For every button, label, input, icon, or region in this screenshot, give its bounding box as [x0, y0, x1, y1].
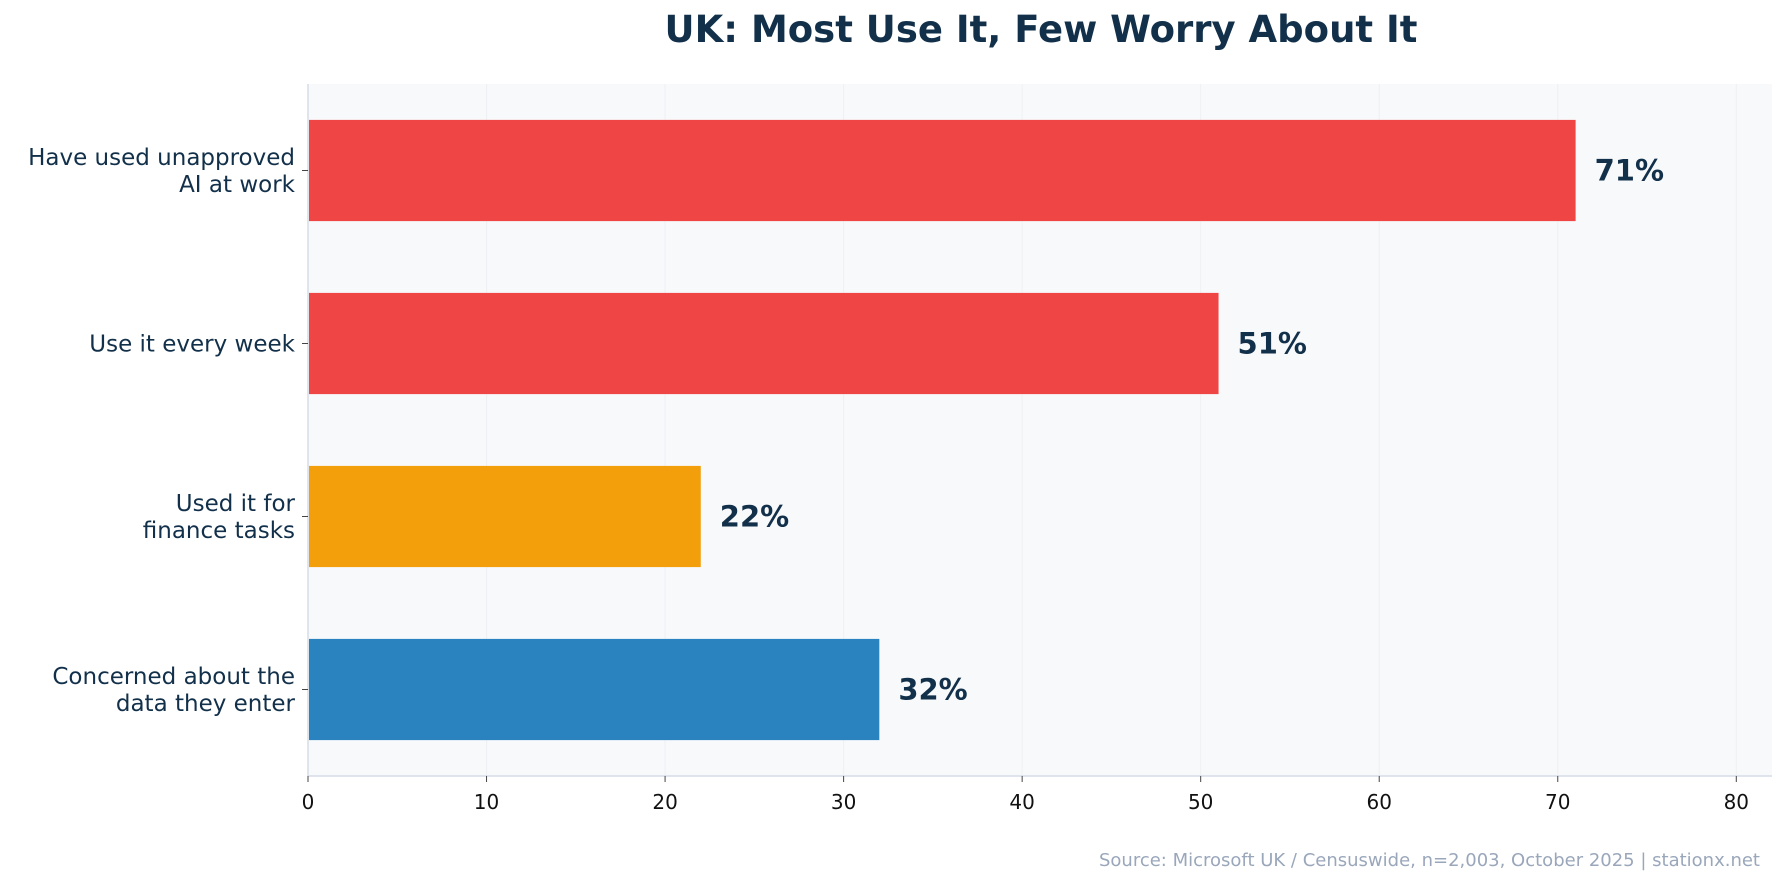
category-label: Concerned about the data they enter — [52, 664, 295, 717]
x-tick-label: 0 — [302, 790, 315, 814]
value-label: 22% — [720, 500, 789, 534]
x-tick-label: 70 — [1545, 790, 1570, 814]
value-label: 32% — [898, 673, 967, 707]
bar — [309, 119, 1576, 222]
value-label: 71% — [1595, 154, 1664, 188]
chart-title: UK: Most Use It, Few Worry About It — [665, 8, 1418, 51]
bars — [309, 119, 1576, 741]
x-tick-label: 50 — [1188, 790, 1213, 814]
category-label: Use it every week — [89, 332, 295, 358]
source-note: Source: Microsoft UK / Censuswide, n=2,0… — [1099, 850, 1760, 871]
x-tick-label: 10 — [474, 790, 499, 814]
x-tick-label: 60 — [1366, 790, 1391, 814]
y-axis: Have used unapproved AI at work Use it eve… — [28, 84, 309, 776]
x-tick-label: 40 — [1009, 790, 1034, 814]
x-tick-label: 30 — [831, 790, 856, 814]
value-label: 51% — [1238, 327, 1307, 361]
x-tick-label: 80 — [1724, 790, 1749, 814]
x-axis: 0 10 20 30 40 50 60 70 80 — [302, 775, 1772, 814]
x-tick-label: 20 — [652, 790, 677, 814]
value-labels: 71% 51% 22% 32% — [720, 154, 1664, 707]
bar — [309, 465, 701, 568]
bar — [309, 292, 1219, 395]
category-label: Have used unapproved AI at work — [28, 145, 296, 198]
category-label: Used it for finance tasks — [143, 491, 296, 544]
bar — [309, 638, 880, 741]
